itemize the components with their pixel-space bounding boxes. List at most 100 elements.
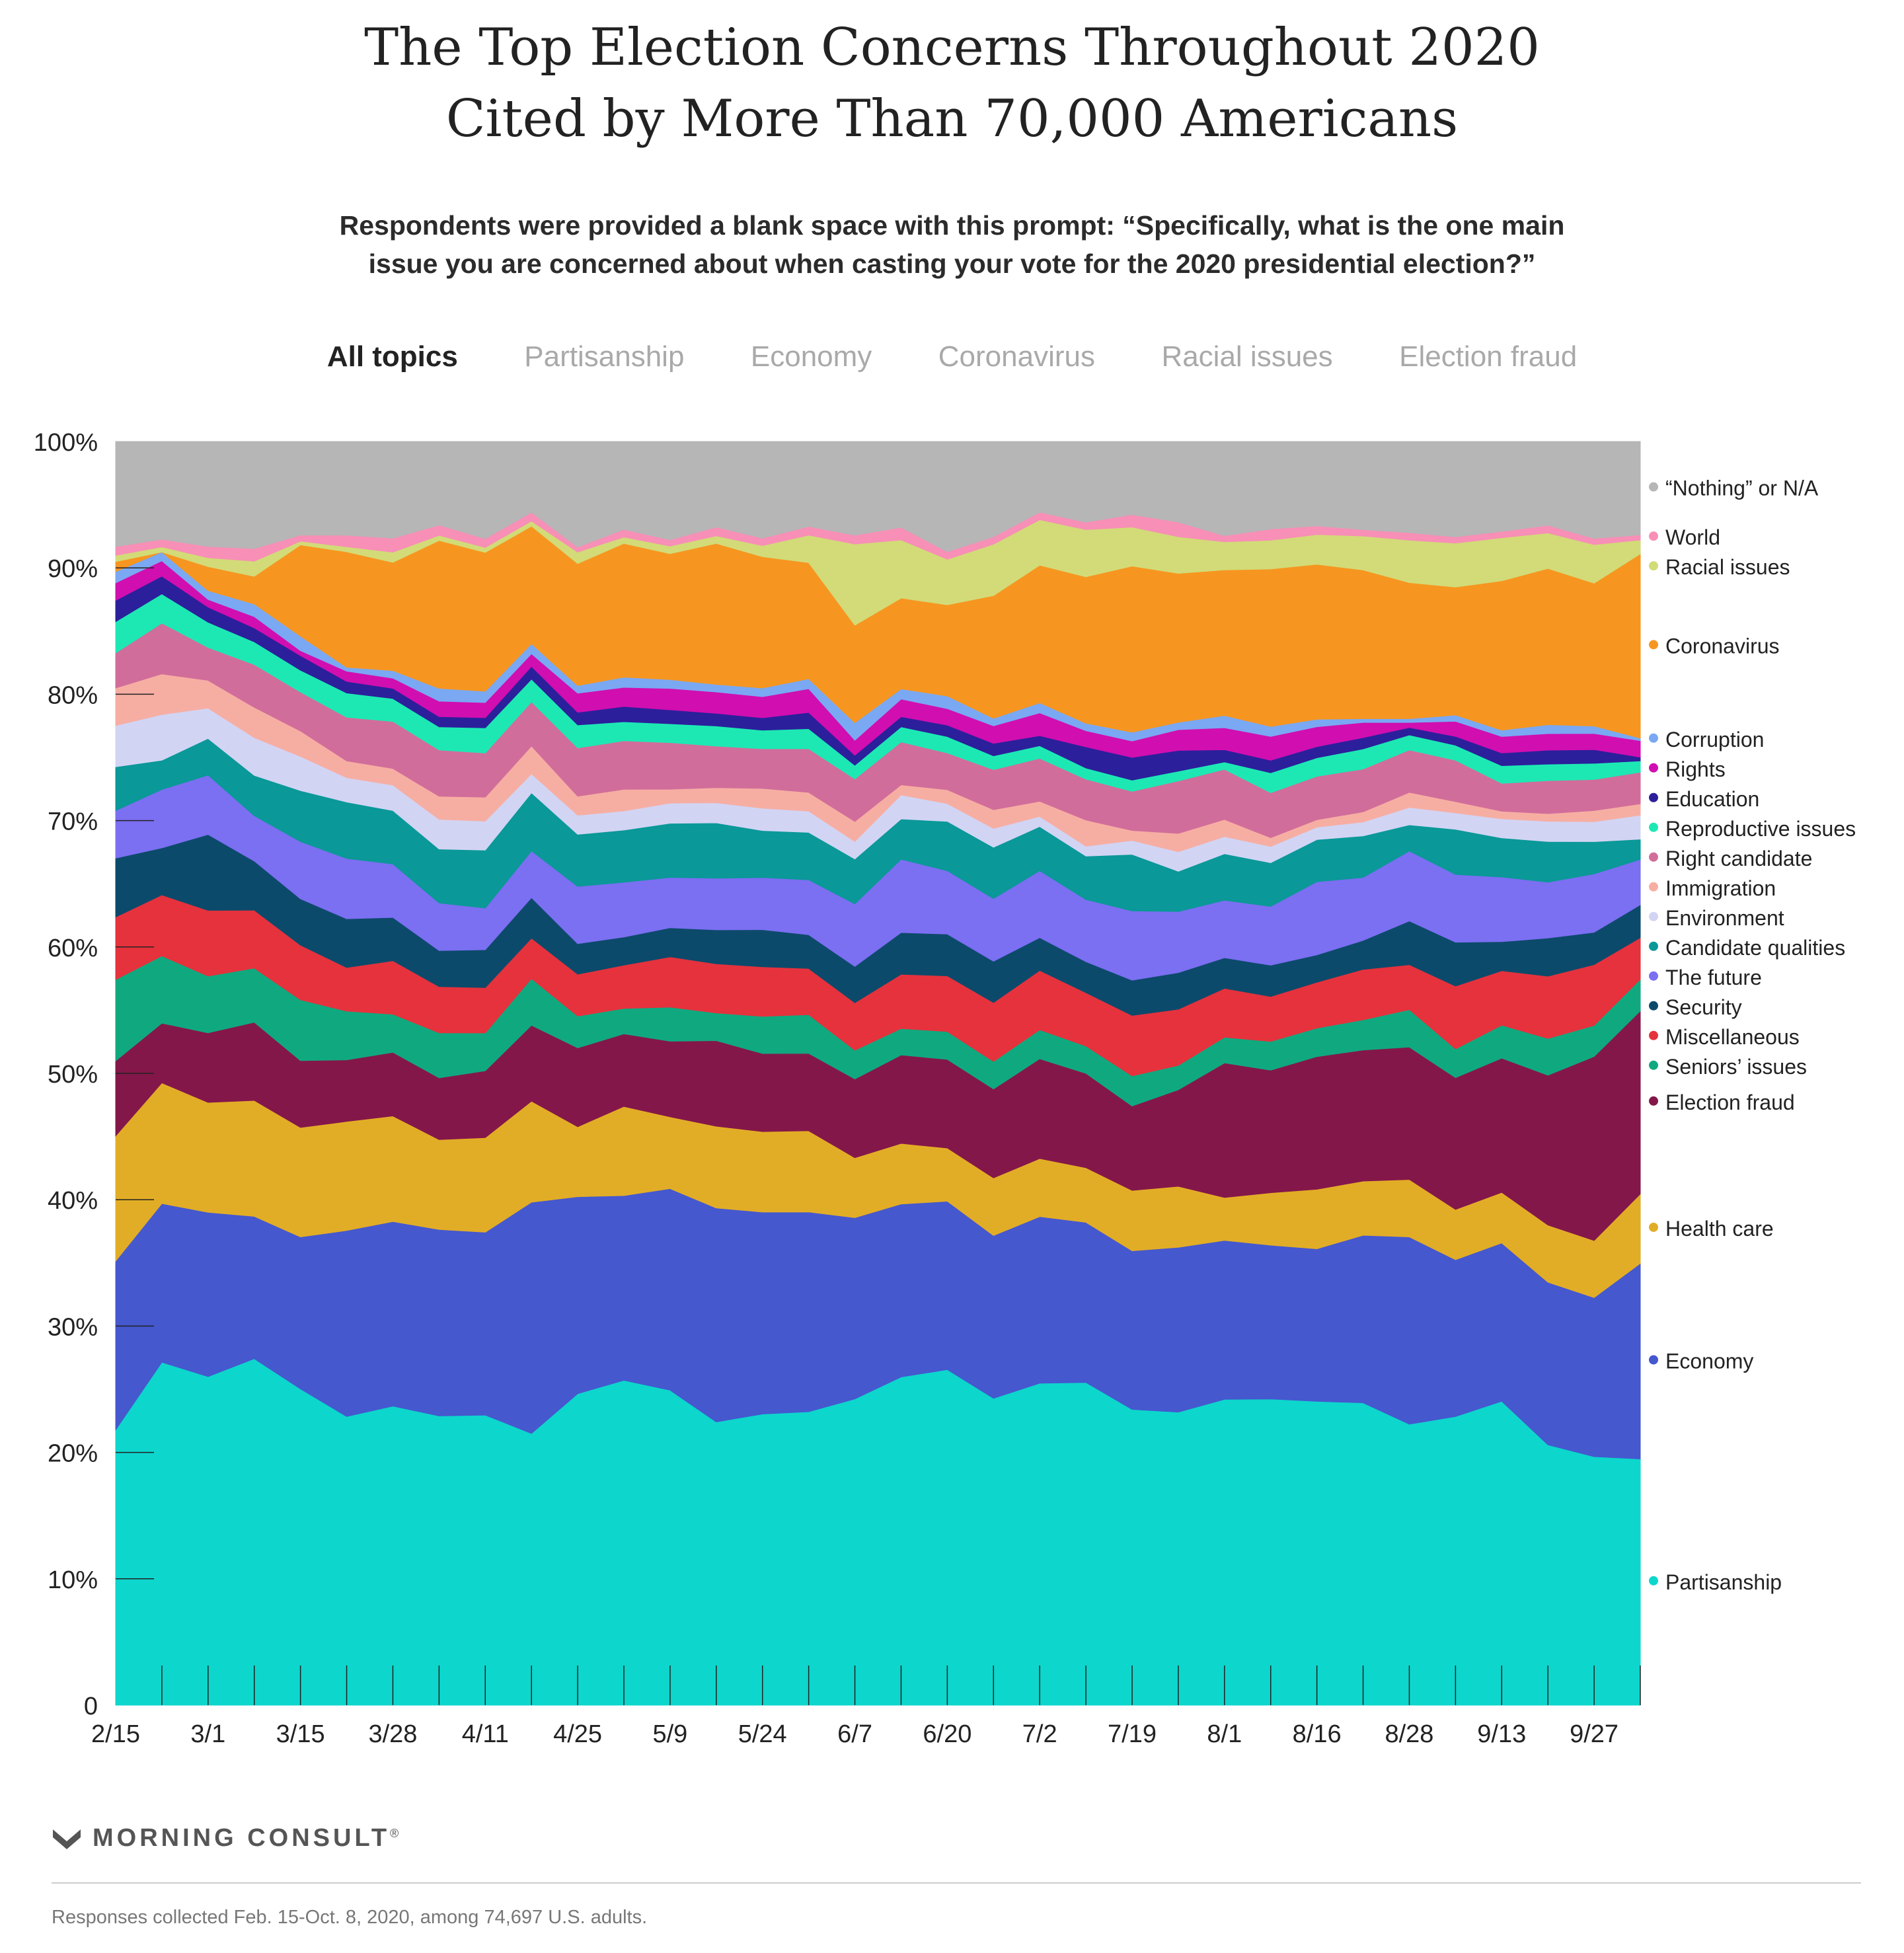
y-tick-label: 30% bbox=[48, 1313, 98, 1341]
x-tick-label: 4/11 bbox=[462, 1720, 509, 1748]
legend-swatch bbox=[1649, 822, 1658, 832]
morning-consult-logo: MORNING CONSULT ® bbox=[52, 1824, 399, 1853]
legend-item-partisanship: Partisanship bbox=[1649, 1570, 1782, 1594]
legend-label: Immigration bbox=[1665, 876, 1776, 900]
legend-label: Coronavirus bbox=[1665, 634, 1780, 658]
logo-registered-mark: ® bbox=[390, 1827, 399, 1840]
legend-label: Partisanship bbox=[1665, 1570, 1782, 1594]
legend-swatch bbox=[1649, 763, 1658, 773]
legend-item-racial-issues: Racial issues bbox=[1649, 555, 1790, 579]
area-nothing-or-n-a bbox=[115, 441, 1641, 553]
page-title: The Top Election Concerns Throughout 202… bbox=[0, 12, 1904, 155]
y-tick-label: 50% bbox=[48, 1061, 98, 1089]
chart-subtitle: Respondents were provided a blank space … bbox=[198, 206, 1706, 283]
legend-swatch bbox=[1649, 733, 1658, 743]
tab-coronavirus[interactable]: Coronavirus bbox=[938, 340, 1095, 373]
legend-swatch bbox=[1649, 971, 1658, 981]
legend-label: Racial issues bbox=[1665, 555, 1790, 579]
legend-label: The future bbox=[1665, 966, 1762, 989]
legend-item-environment: Environment bbox=[1649, 906, 1784, 930]
legend-swatch bbox=[1649, 1060, 1658, 1070]
legend-swatch bbox=[1649, 941, 1658, 951]
legend-item-election-fraud: Election fraud bbox=[1649, 1091, 1795, 1114]
legend-label: Education bbox=[1665, 787, 1759, 811]
tab-all-topics[interactable]: All topics bbox=[326, 340, 458, 373]
title-line-1: The Top Election Concerns Throughout 202… bbox=[364, 18, 1540, 77]
y-tick-label: 100% bbox=[34, 429, 98, 457]
legend-item-corruption: Corruption bbox=[1649, 728, 1764, 751]
x-tick-label: 6/7 bbox=[837, 1720, 872, 1748]
legend-swatch bbox=[1649, 1222, 1658, 1232]
x-tick-label: 5/24 bbox=[738, 1720, 787, 1748]
topic-tabs: All topics Partisanship Economy Coronavi… bbox=[0, 340, 1904, 373]
y-tick-label: 0 bbox=[84, 1693, 98, 1720]
x-tick-label: 3/15 bbox=[276, 1720, 325, 1748]
y-tick-label: 70% bbox=[48, 808, 98, 836]
legend-label: Economy bbox=[1665, 1350, 1753, 1373]
y-tick-label: 10% bbox=[48, 1566, 98, 1594]
tab-election-fraud[interactable]: Election fraud bbox=[1399, 340, 1578, 373]
x-tick-label: 6/20 bbox=[923, 1720, 971, 1748]
subtitle-line-1: Respondents were provided a blank space … bbox=[339, 210, 1565, 241]
legend: Partisanship Economy Health care Election f… bbox=[1649, 477, 1856, 1594]
legend-swatch bbox=[1649, 482, 1658, 492]
legend-label: Miscellaneous bbox=[1665, 1025, 1800, 1049]
legend-swatch bbox=[1649, 882, 1658, 892]
x-tick-label: 3/28 bbox=[368, 1720, 417, 1748]
x-tick-label: 2/15 bbox=[91, 1720, 140, 1748]
legend-swatch bbox=[1649, 1096, 1658, 1106]
title-line-2: Cited by More Than 70,000 Americans bbox=[445, 89, 1459, 149]
legend-label: Corruption bbox=[1665, 728, 1764, 751]
x-axis: 2/15 3/1 3/15 3/28 4/11 4/25 5/9 5/24 6/7 6/20 7/2… bbox=[91, 1666, 1641, 1748]
legend-item-coronavirus: Coronavirus bbox=[1649, 634, 1780, 658]
legend-item-nothing-or-n-a: “Nothing” or N/A bbox=[1649, 477, 1819, 500]
legend-item-economy: Economy bbox=[1649, 1350, 1753, 1373]
legend-swatch bbox=[1649, 792, 1658, 802]
x-tick-label: 8/28 bbox=[1385, 1720, 1433, 1748]
x-tick-label: 9/13 bbox=[1477, 1720, 1526, 1748]
tab-racial-issues[interactable]: Racial issues bbox=[1161, 340, 1333, 373]
legend-swatch bbox=[1649, 852, 1658, 862]
legend-item-health-care: Health care bbox=[1649, 1217, 1774, 1241]
legend-swatch bbox=[1649, 1030, 1658, 1040]
x-tick-label: 7/2 bbox=[1022, 1720, 1057, 1748]
legend-item-immigration: Immigration bbox=[1649, 876, 1776, 900]
footer-divider bbox=[52, 1882, 1861, 1884]
legend-item-rights: Rights bbox=[1649, 757, 1726, 781]
x-tick-label: 5/9 bbox=[652, 1720, 687, 1748]
legend-swatch bbox=[1649, 1576, 1658, 1586]
tab-partisanship[interactable]: Partisanship bbox=[524, 340, 685, 373]
legend-label: “Nothing” or N/A bbox=[1665, 477, 1819, 500]
legend-swatch bbox=[1649, 1355, 1658, 1365]
y-axis: 0 10% 20% 30% 40% 50% 60% 70% 80% 90% 100% bbox=[34, 429, 154, 1720]
y-tick-label: 80% bbox=[48, 681, 98, 709]
y-tick-label: 60% bbox=[48, 935, 98, 962]
tab-economy[interactable]: Economy bbox=[750, 340, 872, 373]
x-tick-label: 3/1 bbox=[190, 1720, 225, 1748]
legend-label: Election fraud bbox=[1665, 1091, 1795, 1114]
legend-item-the-future: The future bbox=[1649, 966, 1762, 989]
legend-label: Environment bbox=[1665, 906, 1784, 930]
y-tick-label: 20% bbox=[48, 1440, 98, 1468]
footnote: Responses collected Feb. 15-Oct. 8, 2020… bbox=[52, 1907, 648, 1928]
legend-item-world: World bbox=[1649, 525, 1720, 549]
legend-swatch bbox=[1649, 561, 1658, 571]
legend-label: Seniors’ issues bbox=[1665, 1055, 1807, 1079]
x-tick-label: 7/19 bbox=[1108, 1720, 1157, 1748]
legend-item-candidate-qualities: Candidate qualities bbox=[1649, 936, 1845, 960]
x-tick-label: 9/27 bbox=[1570, 1720, 1618, 1748]
legend-swatch bbox=[1649, 911, 1658, 921]
legend-item-seniors-issues: Seniors’ issues bbox=[1649, 1055, 1807, 1079]
legend-label: World bbox=[1665, 525, 1720, 549]
x-tick-label: 8/1 bbox=[1207, 1720, 1242, 1748]
legend-label: Reproductive issues bbox=[1665, 817, 1856, 841]
subtitle-line-2: issue you are concerned about when casti… bbox=[368, 249, 1536, 279]
x-tick-label: 4/25 bbox=[553, 1720, 602, 1748]
legend-label: Rights bbox=[1665, 757, 1726, 781]
area-layers bbox=[115, 441, 1641, 1706]
legend-label: Candidate qualities bbox=[1665, 936, 1845, 960]
legend-label: Right candidate bbox=[1665, 847, 1812, 870]
legend-label: Health care bbox=[1665, 1217, 1774, 1241]
legend-item-education: Education bbox=[1649, 787, 1759, 811]
legend-swatch bbox=[1649, 1001, 1658, 1011]
